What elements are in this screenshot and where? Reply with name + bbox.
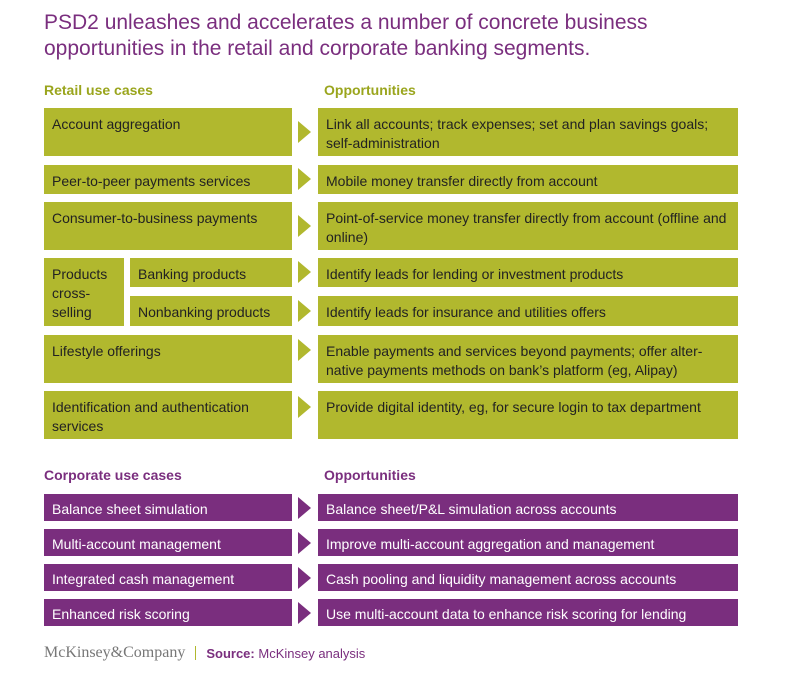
retail-use-case-account-aggregation: Account aggregation [44,108,292,156]
arrow-icon [298,261,311,283]
footer: McKinsey&Company Source: McKinsey analys… [44,644,365,662]
retail-opportunity-lifestyle: Enable payments and services beyond paym… [318,335,738,383]
retail-opportunity-c2b: Point-of-service money transfer directly… [318,202,738,250]
corporate-use-cases-header: Corporate use cases [44,467,182,483]
arrow-icon [298,168,311,190]
mckinsey-logo: McKinsey&Company [44,644,186,661]
retail-use-case-lifestyle: Lifestyle offerings [44,335,292,383]
corporate-use-case-multi-account: Multi-account management [44,529,292,556]
arrow-icon [298,602,311,624]
corporate-use-case-risk-scoring: Enhanced risk scoring [44,599,292,626]
arrow-icon [298,215,311,237]
corporate-use-case-balance-sheet: Balance sheet simulation [44,494,292,521]
arrow-icon [298,532,311,554]
retail-use-case-cross-selling: Products cross-selling [44,258,124,326]
retail-opportunity-identification: Provide digital identity, eg, for secure… [318,391,738,439]
retail-sub-nonbanking-products: Nonbanking products [130,296,292,326]
arrow-icon [298,567,311,589]
arrow-icon [298,396,311,418]
arrow-icon [298,300,311,322]
page-title: PSD2 unleashes and accelerates a number … [44,11,648,60]
corporate-opportunity-cash-management: Cash pooling and liquidity management ac… [318,564,738,591]
retail-opportunity-p2p: Mobile money transfer directly from acco… [318,165,738,194]
source-text: McKinsey analysis [258,645,366,661]
retail-opportunity-banking-products: Identify leads for lending or investment… [318,258,738,287]
retail-opportunities-header: Opportunities [324,82,416,98]
source-label: Source: [206,645,255,661]
corporate-opportunities-header: Opportunities [324,467,416,483]
retail-use-case-c2b: Consumer-to-business payments [44,202,292,250]
corporate-opportunity-balance-sheet: Balance sheet/P&L simulation across acco… [318,494,738,521]
arrow-icon [298,497,311,519]
arrow-icon [298,339,311,361]
corporate-opportunity-multi-account: Improve multi-account aggregation and ma… [318,529,738,556]
source-note: Source: McKinsey analysis [206,646,365,661]
retail-sub-banking-products: Banking products [130,258,292,287]
corporate-opportunity-risk-scoring: Use multi-account data to enhance risk s… [318,599,738,626]
arrow-icon [298,121,311,143]
footer-divider [195,646,197,660]
retail-opportunity-account-aggregation: Link all accounts; track expenses; set a… [318,108,738,156]
retail-use-cases-header: Retail use cases [44,82,153,98]
retail-use-case-p2p: Peer-to-peer payments services [44,165,292,194]
corporate-use-case-cash-management: Integrated cash management [44,564,292,591]
retail-use-case-identification: Identification and authentication servic… [44,391,292,439]
retail-opportunity-nonbanking-products: Identify leads for insurance and utiliti… [318,296,738,326]
